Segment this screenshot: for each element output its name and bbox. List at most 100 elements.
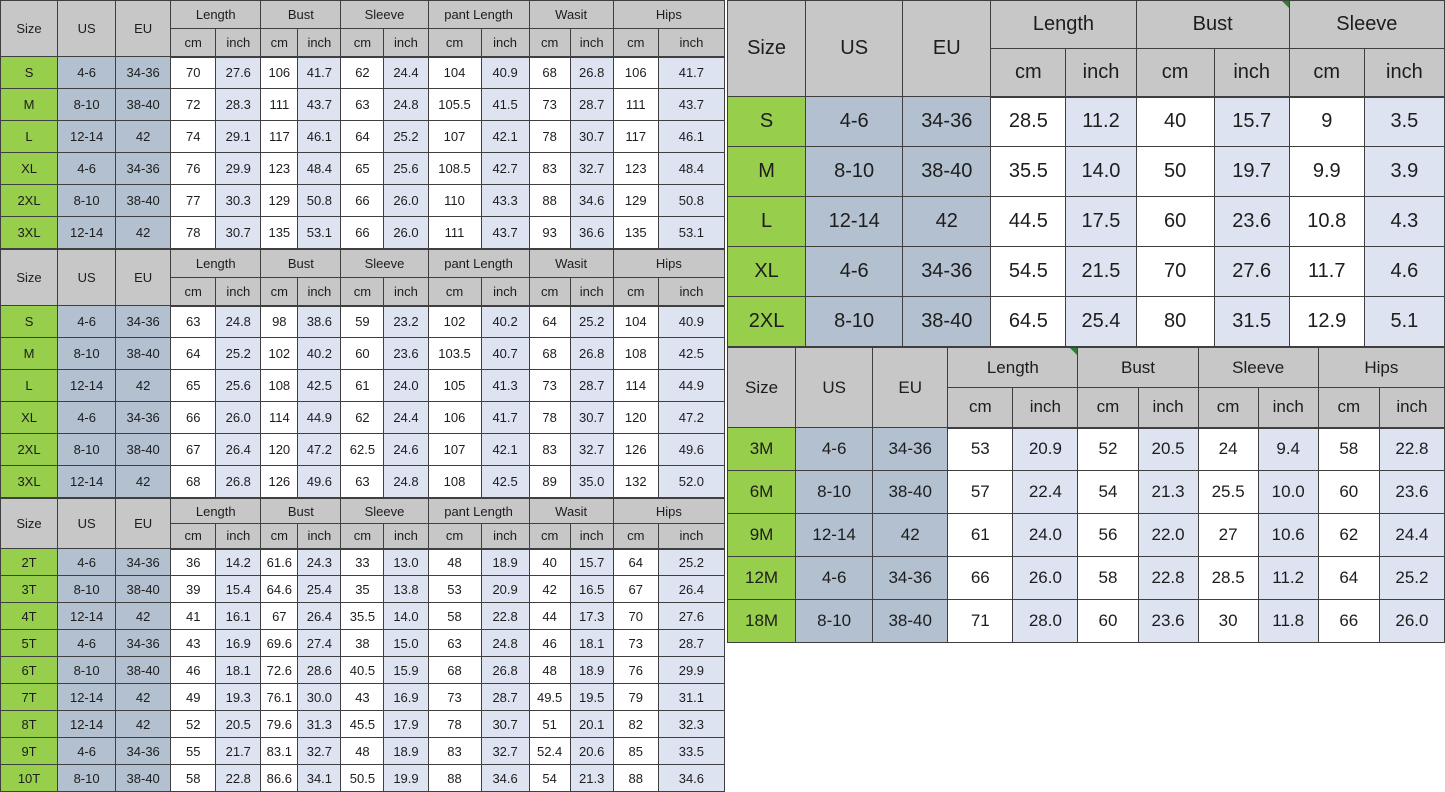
inch-value-cell: 15.9 (383, 656, 429, 684)
cm-value-cell: 36 (170, 548, 217, 576)
cm-value-cell: 52 (170, 710, 217, 738)
cm-value-cell: 50 (1135, 146, 1215, 197)
inch-value-cell: 27.6 (1213, 246, 1290, 297)
eu-size-cell: 42 (115, 369, 172, 402)
inch-value-cell: 13.0 (383, 548, 429, 576)
inch-value-cell: 49.6 (297, 465, 342, 498)
size-label-cell: M (0, 88, 59, 121)
group-header-cell: Bust (260, 0, 342, 29)
cm-value-cell: 52 (1077, 427, 1139, 471)
us-size-cell: 8-10 (57, 656, 117, 684)
inch-value-cell: 25.2 (569, 305, 614, 338)
us-size-cell: 4-6 (805, 96, 904, 147)
us-size-cell: 4-6 (57, 305, 117, 338)
cm-unit-header-cell: cm (612, 277, 659, 307)
inch-value-cell: 23.6 (383, 337, 429, 370)
inch-value-cell: 17.9 (383, 710, 429, 738)
cm-value-cell: 59 (340, 305, 385, 338)
inch-value-cell: 17.3 (569, 602, 614, 630)
inch-value-cell: 20.9 (1012, 427, 1079, 471)
cm-value-cell: 44 (528, 602, 571, 630)
size-header-cell: Size (0, 249, 59, 306)
inch-value-cell: 24.3 (297, 548, 342, 576)
cm-value-cell: 62 (340, 56, 385, 89)
cm-unit-header-cell: cm (427, 277, 482, 307)
cm-unit-header-cell: cm (612, 523, 659, 550)
cm-value-cell: 83 (427, 737, 482, 765)
cm-value-cell: 35.5 (340, 602, 385, 630)
cm-value-cell: 54.5 (990, 246, 1067, 297)
inch-value-cell: 20.5 (1137, 427, 1199, 471)
size-row: 6T 8-10 38-40 46 18.1 72.6 28.6 40.5 15.9 68 26.8 4… (0, 656, 726, 684)
cm-unit-header-cell: cm (528, 523, 571, 550)
inch-unit-header-cell: inch (215, 277, 262, 307)
size-row: M 8-10 38-40 64 25.2 102 40.2 60 23.6 103.5 40.7 68… (0, 337, 726, 370)
cm-value-cell: 78 (170, 216, 217, 249)
eu-size-cell: 42 (872, 513, 949, 557)
cm-unit-header-cell: cm (340, 523, 385, 550)
cm-value-cell: 129 (612, 184, 659, 217)
inch-value-cell: 27.6 (215, 56, 262, 89)
inch-value-cell: 29.1 (215, 120, 262, 153)
size-row: 8T 12-14 42 52 20.5 79.6 31.3 45.5 17.9 78 30.7 51 2… (0, 710, 726, 738)
size-row: 6M 8-10 38-40 57 22.4 54 21.3 25.5 10.0 60 23.6 (726, 470, 1445, 514)
size-header-cell: Size (726, 0, 807, 97)
cm-value-cell: 83.1 (260, 737, 299, 765)
group-header-cell: Wasit (528, 249, 614, 278)
inch-value-cell: 30.0 (297, 683, 342, 711)
inch-value-cell: 41.7 (480, 401, 530, 434)
size-label-cell: 10T (0, 764, 59, 792)
size-label-cell: 6M (726, 470, 797, 514)
us-size-cell: 4-6 (57, 548, 117, 576)
cm-value-cell: 39 (170, 575, 217, 603)
inch-value-cell: 18.1 (215, 656, 262, 684)
size-row: 7T 12-14 42 49 19.3 76.1 30.0 43 16.9 73 28.7 49.5 1… (0, 683, 726, 711)
inch-value-cell: 42.7 (480, 152, 530, 185)
inch-value-cell: 25.2 (215, 337, 262, 370)
cm-value-cell: 56 (1077, 513, 1139, 557)
cm-unit-header-cell: cm (427, 523, 482, 550)
baby-month-size-table: Size US EU Length Bust Sleeve Hips cm inch cm inch… (726, 347, 1445, 643)
eu-size-cell: 34-36 (902, 96, 992, 147)
inch-value-cell: 30.3 (215, 184, 262, 217)
inch-value-cell: 30.7 (569, 120, 614, 153)
cm-value-cell: 57 (947, 470, 1014, 514)
inch-unit-header-cell: inch (215, 28, 262, 58)
inch-value-cell: 24.0 (383, 369, 429, 402)
size-row: S 4-6 34-36 28.5 11.2 40 15.7 9 3.5 (726, 96, 1445, 147)
size-label-cell: 18M (726, 599, 797, 643)
inch-value-cell: 13.8 (383, 575, 429, 603)
inch-value-cell: 28.6 (297, 656, 342, 684)
inch-value-cell: 19.5 (569, 683, 614, 711)
inch-value-cell: 24.4 (383, 56, 429, 89)
cm-value-cell: 105.5 (427, 88, 482, 121)
inch-value-cell: 32.7 (569, 433, 614, 466)
size-chart-table: Size US EU Length Bust Sleeve pant Length Wasit… (0, 498, 726, 792)
inch-value-cell: 28.7 (657, 629, 726, 657)
inch-value-cell: 26.4 (215, 433, 262, 466)
inch-value-cell: 22.8 (480, 602, 530, 630)
toddler-t-size-table: Size US EU Length Bust Sleeve pant Length Wasit… (0, 498, 726, 792)
inch-value-cell: 34.1 (297, 764, 342, 792)
inch-value-cell: 42.5 (480, 465, 530, 498)
cm-value-cell: 41 (170, 602, 217, 630)
inch-unit-header-cell: inch (383, 277, 429, 307)
cm-value-cell: 72 (170, 88, 217, 121)
size-label-cell: XL (0, 152, 59, 185)
eu-size-cell: 38-40 (115, 764, 172, 792)
cm-value-cell: 28.5 (1197, 556, 1259, 600)
inch-value-cell: 23.2 (383, 305, 429, 338)
cm-value-cell: 88 (528, 184, 571, 217)
size-label-cell: 2T (0, 548, 59, 576)
cm-value-cell: 61 (340, 369, 385, 402)
inch-unit-header-cell: inch (297, 277, 342, 307)
inch-value-cell: 19.9 (383, 764, 429, 792)
size-row: 5T 4-6 34-36 43 16.9 69.6 27.4 38 15.0 63 24.8 46 18… (0, 629, 726, 657)
cm-unit-header-cell: cm (170, 523, 217, 550)
inch-unit-header-cell: inch (383, 28, 429, 58)
cm-value-cell: 64 (1317, 556, 1380, 600)
inch-value-cell: 32.7 (569, 152, 614, 185)
size-row: 9T 4-6 34-36 55 21.7 83.1 32.7 48 18.9 83 32.7 52.4… (0, 737, 726, 765)
inch-value-cell: 41.7 (657, 56, 726, 89)
cm-value-cell: 44.5 (990, 196, 1067, 247)
